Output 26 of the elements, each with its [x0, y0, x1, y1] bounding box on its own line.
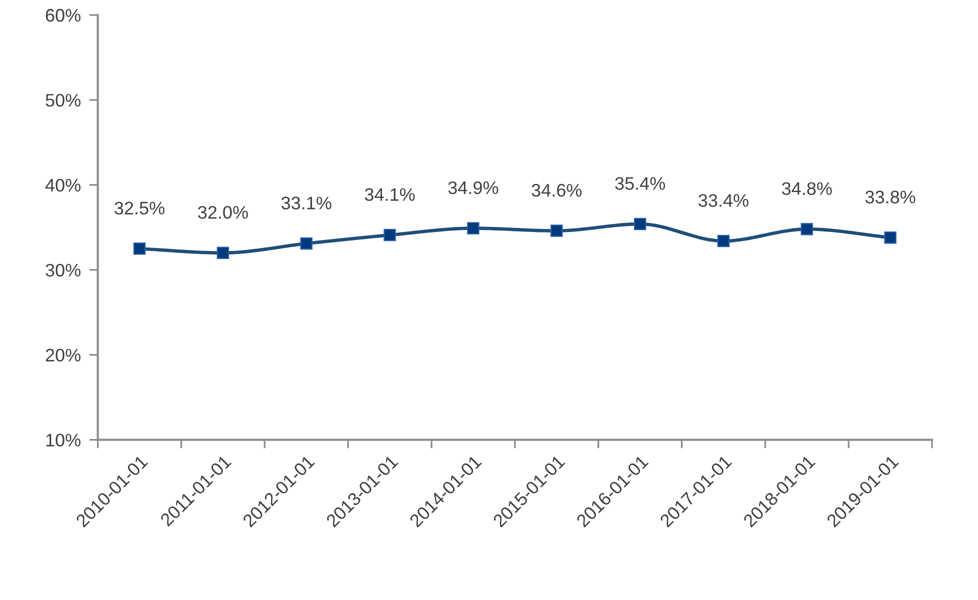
point	[216, 246, 230, 259]
point	[133, 242, 146, 255]
point	[634, 218, 646, 230]
data-label: 34.8%	[782, 182, 832, 195]
point	[884, 231, 896, 244]
data-label: 33.4%	[698, 194, 748, 207]
data-label: 34.6%	[532, 184, 582, 197]
y-tick-label: 10%	[46, 434, 80, 447]
point	[717, 234, 730, 248]
data-label: 32.0%	[198, 206, 248, 219]
point	[467, 222, 480, 234]
point	[300, 237, 312, 250]
y-tick-label: 40%	[45, 178, 80, 192]
data-label: 33.1%	[281, 196, 332, 210]
data-label: 33.8%	[865, 190, 916, 204]
data-label: 35.4%	[615, 177, 666, 190]
point	[800, 222, 814, 236]
data-label: 34.9%	[448, 181, 498, 194]
point	[384, 228, 396, 242]
data-label: 34.1%	[364, 188, 415, 201]
y-tick-label: 60%	[46, 8, 80, 22]
y-tick-label: 50%	[46, 94, 80, 107]
y-tick-label: 30%	[46, 264, 80, 277]
point	[550, 224, 563, 237]
y-tick-label: 20%	[46, 348, 80, 362]
data-label: 32.5%	[114, 202, 164, 215]
